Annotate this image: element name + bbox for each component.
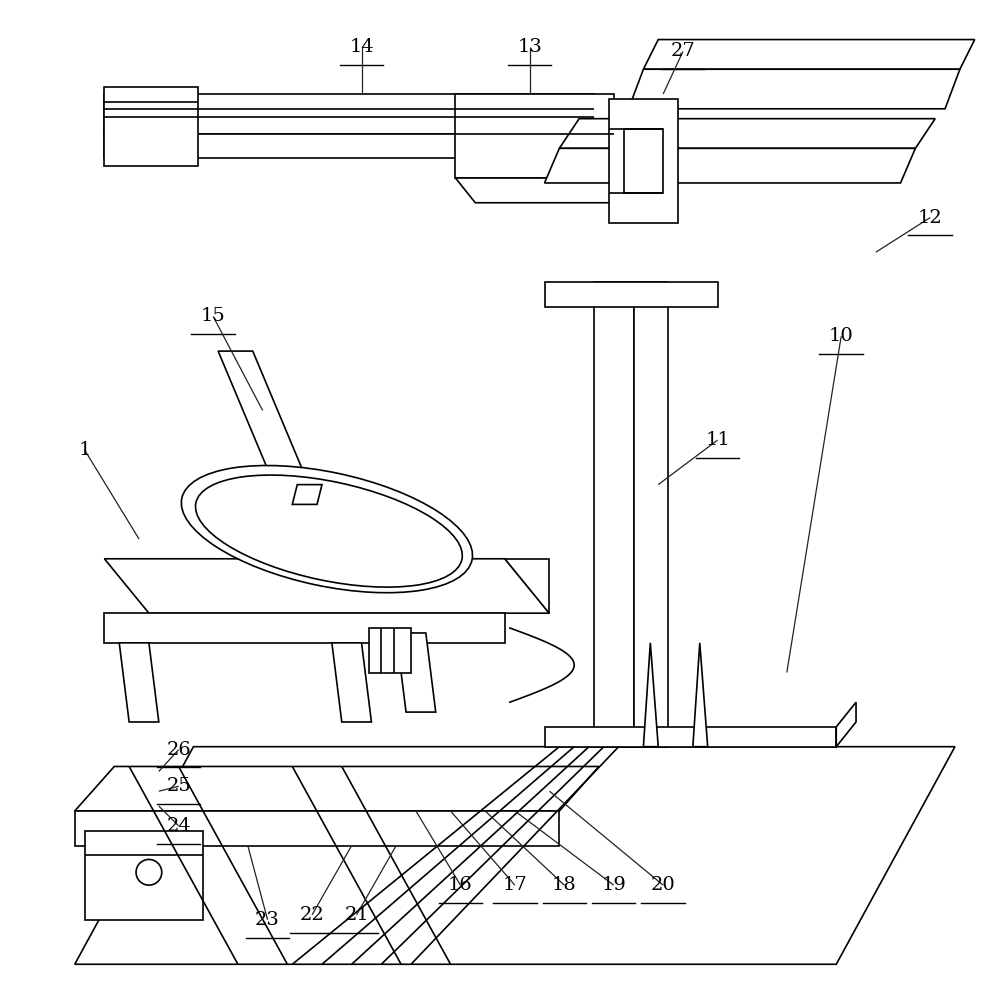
Ellipse shape (203, 478, 441, 575)
Ellipse shape (195, 475, 462, 587)
Polygon shape (545, 148, 915, 183)
Polygon shape (836, 702, 856, 747)
Ellipse shape (181, 466, 473, 592)
Polygon shape (218, 351, 317, 504)
Polygon shape (624, 129, 663, 193)
Polygon shape (643, 40, 975, 69)
Polygon shape (396, 633, 436, 712)
Polygon shape (455, 178, 634, 203)
Polygon shape (75, 766, 599, 811)
Text: 21: 21 (344, 906, 369, 924)
Polygon shape (693, 643, 708, 747)
Polygon shape (292, 485, 322, 504)
Polygon shape (505, 559, 549, 613)
Polygon shape (369, 628, 411, 673)
Polygon shape (85, 831, 203, 920)
Text: 24: 24 (166, 817, 191, 835)
Text: 16: 16 (448, 876, 473, 894)
Polygon shape (609, 99, 678, 223)
Polygon shape (104, 94, 594, 134)
Polygon shape (75, 747, 955, 964)
Text: 11: 11 (705, 431, 730, 449)
Polygon shape (594, 282, 634, 747)
Polygon shape (545, 282, 718, 307)
Text: 12: 12 (918, 209, 943, 226)
Text: 19: 19 (601, 876, 626, 894)
Text: 22: 22 (300, 906, 324, 924)
Text: 15: 15 (201, 308, 226, 325)
Polygon shape (634, 282, 668, 747)
Polygon shape (104, 559, 549, 613)
Polygon shape (119, 643, 159, 722)
Polygon shape (104, 87, 198, 166)
Text: 17: 17 (502, 876, 527, 894)
Text: 23: 23 (255, 911, 280, 929)
Text: 13: 13 (517, 39, 542, 56)
Polygon shape (104, 134, 594, 158)
Polygon shape (629, 69, 960, 109)
Polygon shape (559, 119, 935, 148)
Text: 20: 20 (651, 876, 676, 894)
Polygon shape (332, 643, 371, 722)
Polygon shape (643, 643, 658, 747)
Text: 14: 14 (349, 39, 374, 56)
Polygon shape (104, 613, 505, 643)
Polygon shape (545, 727, 836, 747)
Polygon shape (75, 811, 559, 846)
Text: 26: 26 (166, 741, 191, 759)
Text: 18: 18 (552, 876, 577, 894)
Text: 25: 25 (166, 777, 191, 795)
Text: 10: 10 (829, 327, 854, 345)
Text: 27: 27 (671, 43, 695, 60)
Polygon shape (455, 94, 614, 178)
Text: 1: 1 (78, 441, 91, 459)
